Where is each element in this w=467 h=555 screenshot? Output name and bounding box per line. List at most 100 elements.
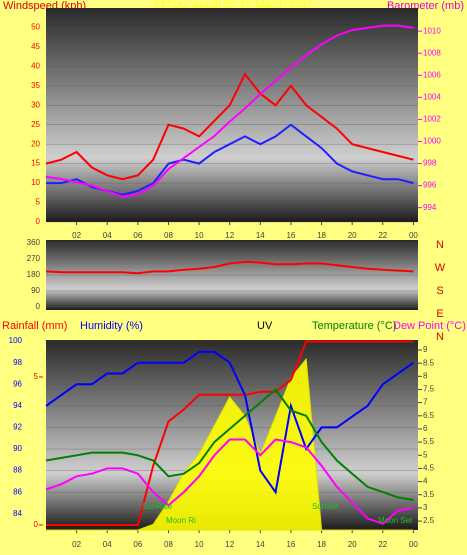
y-tick-label: 84: [13, 509, 22, 518]
x-tick-label: 16: [286, 540, 295, 549]
rain-tick-label: 5: [34, 372, 39, 381]
rain-tick-label: 0: [34, 520, 39, 529]
y-tick-label: 96: [13, 379, 22, 388]
y2-tick-label: 4: [423, 477, 428, 486]
y-tick-label: 5: [36, 198, 41, 207]
y-tick-label: 100: [9, 336, 23, 345]
annotation: SunRise: [142, 502, 173, 511]
y2-tick-label: 3: [423, 503, 428, 512]
series-line: [45, 72, 414, 181]
series-line: [45, 350, 414, 495]
y-tick-label: 0: [36, 217, 41, 226]
y2-tick-label: 8: [423, 371, 428, 380]
x-tick-label: 02: [72, 540, 81, 549]
y-tick-label: 88: [13, 466, 22, 475]
y-tick-label: 15: [31, 159, 40, 168]
x-tick-label: 22: [378, 540, 387, 549]
compass-label: E: [436, 308, 443, 320]
y-tick-label: 86: [13, 487, 22, 496]
x-tick-label: 18: [317, 540, 326, 549]
y-tick-label: 35: [31, 81, 40, 90]
x-tick-label: 04: [103, 231, 112, 240]
compass-label: S: [436, 285, 443, 297]
y-axis-title: Windspeed (kph): [3, 0, 86, 12]
legend-entry: Temperature (°C): [312, 320, 396, 332]
y-tick-label: 90: [13, 444, 22, 453]
series-line: [45, 260, 414, 275]
x-tick-label: 20: [348, 231, 357, 240]
annotation: SunSet: [312, 502, 339, 511]
y2-tick-label: 1006: [423, 70, 441, 79]
x-tick-label: 06: [133, 231, 142, 240]
series-line: [46, 340, 414, 526]
y-tick-label: 20: [31, 139, 40, 148]
x-tick-label: 22: [378, 231, 387, 240]
compass-label: N: [436, 239, 444, 251]
legend-entry: UV: [257, 320, 273, 332]
y2-tick-label: 6: [423, 424, 428, 433]
legend-entry: Rainfall (mm): [2, 320, 67, 332]
y-tick-label: 98: [13, 358, 22, 367]
x-tick-label: 08: [164, 540, 173, 549]
x-tick-label: 16: [286, 231, 295, 240]
x-tick-label: 12: [225, 540, 234, 549]
y2-tick-label: 1002: [423, 115, 441, 124]
uv-area: [46, 357, 414, 531]
y2-tick-label: 2.5: [423, 516, 435, 525]
y2-tick-label: 1000: [423, 137, 441, 146]
plot-background: [46, 8, 418, 222]
y-tick-label: 90: [31, 286, 40, 295]
y2-tick-label: 998: [423, 159, 437, 168]
x-tick-label: 10: [195, 540, 204, 549]
y-tick-label: 270: [27, 254, 41, 263]
series-line: [45, 388, 414, 501]
y2-tick-label: 7: [423, 398, 428, 407]
y2-tick-label: 7.5: [423, 385, 435, 394]
legend-entry: Dew Point (°C): [393, 320, 466, 332]
x-tick-label: 02: [72, 231, 81, 240]
y2-tick-label: 994: [423, 203, 437, 212]
x-tick-label: 08: [164, 231, 173, 240]
y-tick-label: 94: [13, 401, 22, 410]
y2-tick-label: 9: [423, 345, 428, 354]
legend-entry: Humidity (%): [80, 320, 143, 332]
y2-tick-label: 1008: [423, 48, 441, 57]
y-tick-label: 40: [31, 61, 40, 70]
annotation: Moon Set: [378, 516, 413, 525]
series-line: [45, 438, 414, 525]
y2-tick-label: 4.5: [423, 464, 435, 473]
y-tick-label: 50: [31, 23, 40, 32]
x-tick-label: 14: [256, 540, 265, 549]
x-tick-label: 00: [409, 231, 418, 240]
y2-axis-title: Barometer (mb): [387, 0, 464, 12]
y-tick-label: 30: [31, 100, 40, 109]
y-tick-label: 25: [31, 120, 40, 129]
x-tick-label: 06: [133, 540, 142, 549]
annotation: Moon Ri: [166, 516, 196, 525]
x-tick-label: 00: [409, 540, 418, 549]
x-tick-label: 12: [225, 231, 234, 240]
x-tick-label: 14: [256, 231, 265, 240]
x-tick-label: 10: [195, 231, 204, 240]
x-tick-label: 18: [317, 231, 326, 240]
series-line: [45, 24, 414, 198]
y2-tick-label: 5.5: [423, 437, 435, 446]
chart-title: 24 hour graph for 10 March 2017: [153, 0, 314, 11]
y-tick-label: 0: [36, 302, 41, 311]
x-tick-label: 20: [348, 540, 357, 549]
y2-tick-label: 6.5: [423, 411, 435, 420]
y2-tick-label: 5: [423, 450, 428, 459]
y-tick-label: 360: [27, 238, 41, 247]
y-tick-label: 45: [31, 42, 40, 51]
y2-tick-label: 1010: [423, 26, 441, 35]
x-tick-label: 04: [103, 540, 112, 549]
compass-label: N: [436, 331, 444, 343]
y-tick-label: 180: [27, 270, 41, 279]
y-tick-label: 92: [13, 423, 22, 432]
y2-tick-label: 996: [423, 181, 437, 190]
y2-tick-label: 1004: [423, 92, 441, 101]
y2-tick-label: 3.5: [423, 490, 435, 499]
compass-label: W: [435, 262, 446, 274]
y-tick-label: 10: [31, 178, 40, 187]
